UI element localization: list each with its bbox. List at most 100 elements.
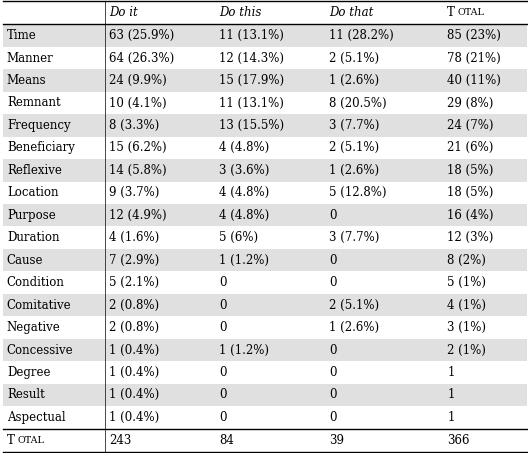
Text: 1 (1.2%): 1 (1.2%) bbox=[219, 254, 269, 267]
Text: 1 (2.6%): 1 (2.6%) bbox=[329, 164, 380, 177]
Text: 0: 0 bbox=[329, 276, 337, 289]
Text: 2 (5.1%): 2 (5.1%) bbox=[329, 52, 380, 65]
Text: 366: 366 bbox=[447, 434, 470, 447]
Text: 10 (4.1%): 10 (4.1%) bbox=[109, 96, 167, 110]
Text: 13 (15.5%): 13 (15.5%) bbox=[219, 119, 285, 132]
Bar bbox=[3, 182, 527, 204]
Text: 1 (0.4%): 1 (0.4%) bbox=[109, 366, 159, 379]
Text: Do this: Do this bbox=[219, 6, 261, 19]
Bar bbox=[3, 384, 527, 406]
Text: 1 (2.6%): 1 (2.6%) bbox=[329, 321, 380, 334]
Text: 8 (20.5%): 8 (20.5%) bbox=[329, 96, 387, 110]
Text: Manner: Manner bbox=[7, 52, 54, 65]
Text: Frequency: Frequency bbox=[7, 119, 71, 132]
Text: 1 (0.4%): 1 (0.4%) bbox=[109, 388, 159, 401]
Bar bbox=[3, 137, 527, 159]
Text: 40 (11%): 40 (11%) bbox=[447, 74, 501, 87]
Text: 0: 0 bbox=[329, 388, 337, 401]
Bar bbox=[3, 406, 527, 429]
Text: Degree: Degree bbox=[7, 366, 50, 379]
Text: 1 (1.2%): 1 (1.2%) bbox=[219, 343, 269, 357]
Text: 15 (17.9%): 15 (17.9%) bbox=[219, 74, 285, 87]
Bar bbox=[3, 159, 527, 182]
Text: Result: Result bbox=[7, 388, 44, 401]
Text: 2 (5.1%): 2 (5.1%) bbox=[329, 141, 380, 154]
Text: 29 (8%): 29 (8%) bbox=[447, 96, 494, 110]
Text: 2 (5.1%): 2 (5.1%) bbox=[329, 299, 380, 312]
Text: 18 (5%): 18 (5%) bbox=[447, 164, 494, 177]
Text: 0: 0 bbox=[329, 254, 337, 267]
Bar bbox=[3, 339, 527, 361]
Text: 5 (2.1%): 5 (2.1%) bbox=[109, 276, 159, 289]
Text: 0: 0 bbox=[329, 343, 337, 357]
Text: Duration: Duration bbox=[7, 231, 59, 244]
Text: 0: 0 bbox=[329, 411, 337, 424]
Bar bbox=[3, 47, 527, 69]
Text: Condition: Condition bbox=[7, 276, 65, 289]
Bar bbox=[3, 69, 527, 92]
Text: 1 (0.4%): 1 (0.4%) bbox=[109, 411, 159, 424]
Bar bbox=[3, 92, 527, 114]
Text: 2 (1%): 2 (1%) bbox=[447, 343, 486, 357]
Text: 11 (13.1%): 11 (13.1%) bbox=[219, 96, 284, 110]
Text: 4 (4.8%): 4 (4.8%) bbox=[219, 209, 269, 222]
Text: 0: 0 bbox=[219, 321, 227, 334]
Text: 0: 0 bbox=[329, 209, 337, 222]
Text: Comitative: Comitative bbox=[7, 299, 71, 312]
Text: 11 (28.2%): 11 (28.2%) bbox=[329, 29, 394, 42]
Bar bbox=[3, 114, 527, 137]
Bar bbox=[3, 316, 527, 339]
Text: 15 (6.2%): 15 (6.2%) bbox=[109, 141, 167, 154]
Text: 3 (7.7%): 3 (7.7%) bbox=[329, 231, 380, 244]
Text: 8 (2%): 8 (2%) bbox=[447, 254, 486, 267]
Text: 1 (2.6%): 1 (2.6%) bbox=[329, 74, 380, 87]
Text: 3 (7.7%): 3 (7.7%) bbox=[329, 119, 380, 132]
Text: 11 (13.1%): 11 (13.1%) bbox=[219, 29, 284, 42]
Text: Aspectual: Aspectual bbox=[7, 411, 65, 424]
Text: Do that: Do that bbox=[329, 6, 374, 19]
Text: 0: 0 bbox=[219, 366, 227, 379]
Text: 5 (12.8%): 5 (12.8%) bbox=[329, 186, 387, 199]
Bar bbox=[3, 1, 527, 24]
Bar bbox=[3, 24, 527, 47]
Text: 4 (1.6%): 4 (1.6%) bbox=[109, 231, 159, 244]
Bar bbox=[3, 429, 527, 452]
Text: 0: 0 bbox=[329, 366, 337, 379]
Text: OTAL: OTAL bbox=[457, 8, 484, 17]
Text: Negative: Negative bbox=[7, 321, 61, 334]
Text: 4 (4.8%): 4 (4.8%) bbox=[219, 141, 269, 154]
Text: Means: Means bbox=[7, 74, 46, 87]
Text: 16 (4%): 16 (4%) bbox=[447, 209, 494, 222]
Bar bbox=[3, 361, 527, 384]
Text: 39: 39 bbox=[329, 434, 344, 447]
Text: Do it: Do it bbox=[109, 6, 138, 19]
Text: Reflexive: Reflexive bbox=[7, 164, 62, 177]
Text: 7 (2.9%): 7 (2.9%) bbox=[109, 254, 159, 267]
Text: 12 (14.3%): 12 (14.3%) bbox=[219, 52, 284, 65]
Text: 2 (0.8%): 2 (0.8%) bbox=[109, 299, 159, 312]
Text: 85 (23%): 85 (23%) bbox=[447, 29, 501, 42]
Text: 4 (1%): 4 (1%) bbox=[447, 299, 486, 312]
Text: Time: Time bbox=[7, 29, 36, 42]
Text: T: T bbox=[447, 6, 455, 19]
Text: 4 (4.8%): 4 (4.8%) bbox=[219, 186, 269, 199]
Text: 5 (1%): 5 (1%) bbox=[447, 276, 486, 289]
Text: 9 (3.7%): 9 (3.7%) bbox=[109, 186, 159, 199]
Text: 1: 1 bbox=[447, 388, 455, 401]
Text: Location: Location bbox=[7, 186, 59, 199]
Text: 243: 243 bbox=[109, 434, 131, 447]
Text: 78 (21%): 78 (21%) bbox=[447, 52, 501, 65]
Bar bbox=[3, 226, 527, 249]
Text: T: T bbox=[7, 434, 15, 447]
Text: Remnant: Remnant bbox=[7, 96, 61, 110]
Text: Cause: Cause bbox=[7, 254, 43, 267]
Text: 3 (1%): 3 (1%) bbox=[447, 321, 486, 334]
Text: 0: 0 bbox=[219, 299, 227, 312]
Text: 24 (9.9%): 24 (9.9%) bbox=[109, 74, 167, 87]
Bar bbox=[3, 294, 527, 316]
Text: Purpose: Purpose bbox=[7, 209, 55, 222]
Bar bbox=[3, 271, 527, 294]
Text: OTAL: OTAL bbox=[17, 436, 44, 445]
Bar bbox=[3, 204, 527, 226]
Text: 63 (25.9%): 63 (25.9%) bbox=[109, 29, 174, 42]
